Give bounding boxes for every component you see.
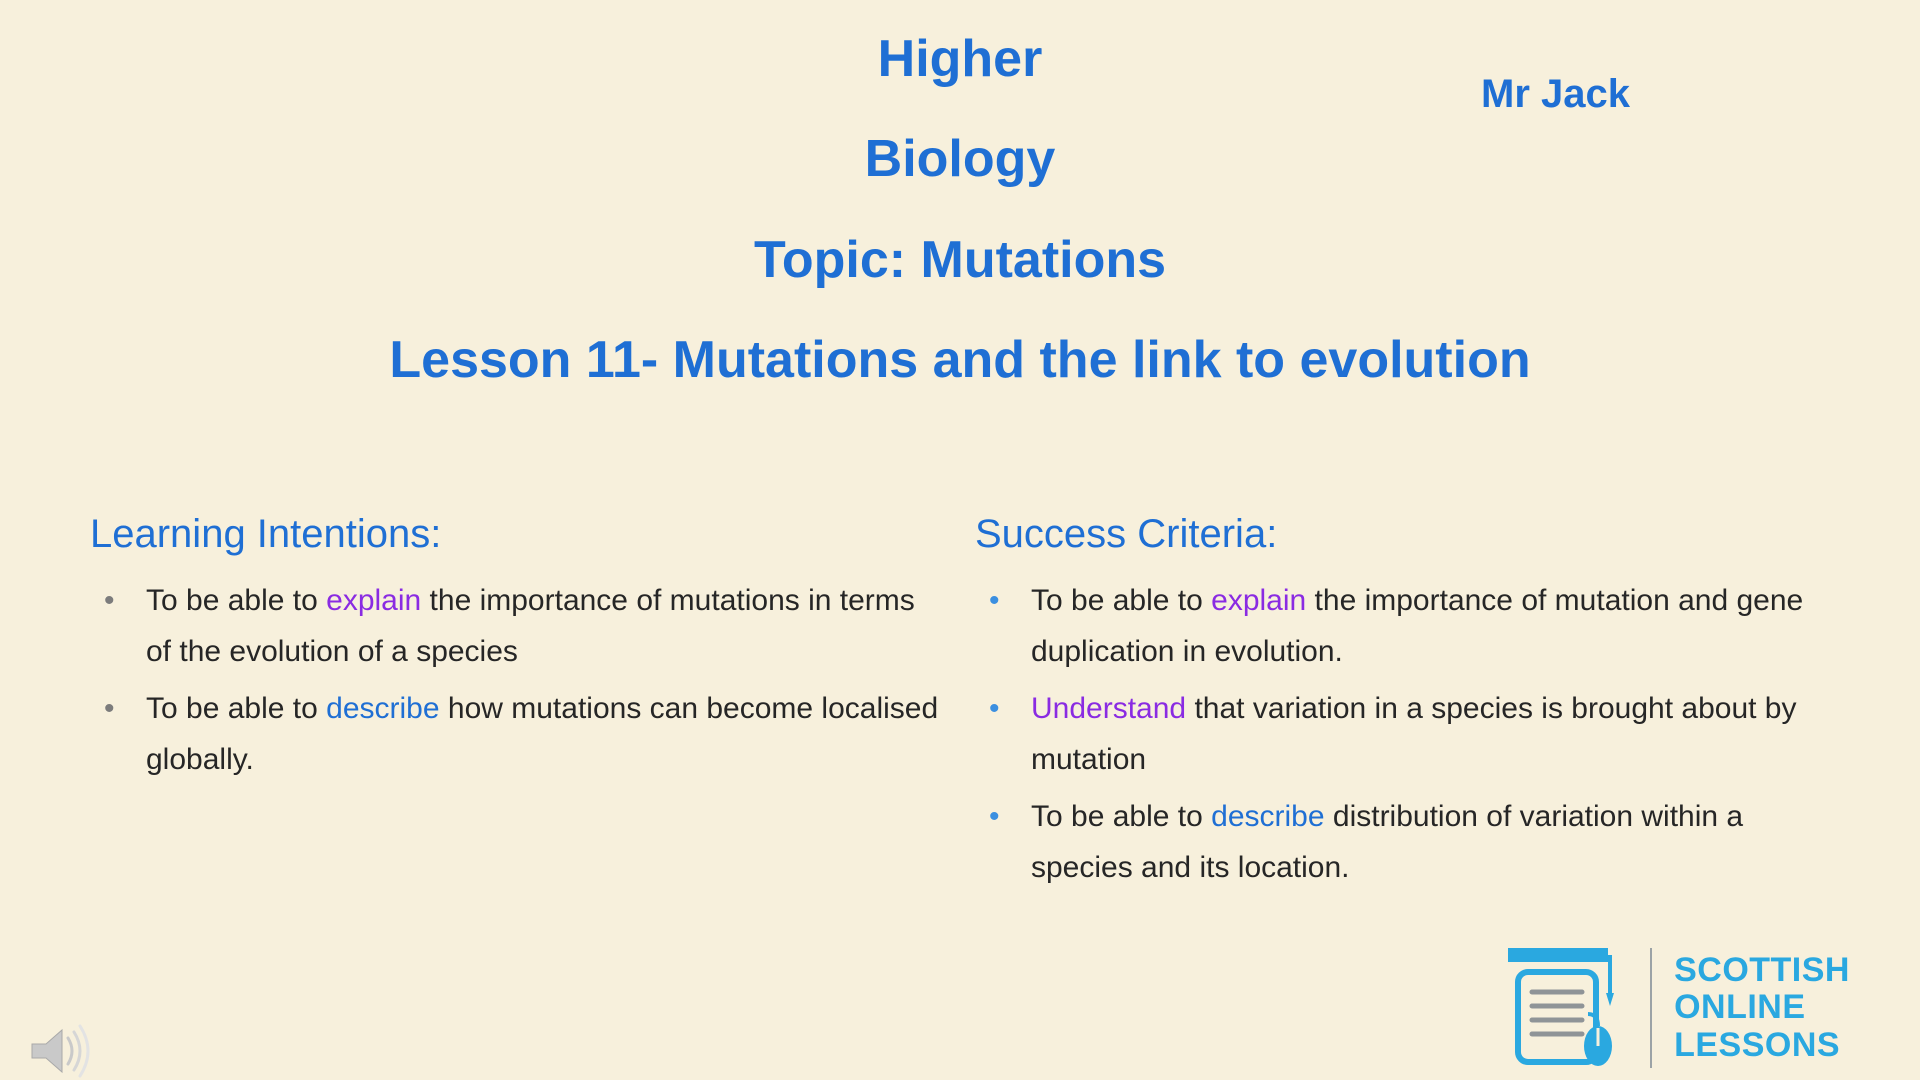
subject-heading: Biology: [0, 128, 1920, 190]
success-criteria-title: Success Criteria:: [975, 512, 1830, 557]
learning-intentions-column: Learning Intentions: To be able to expla…: [90, 512, 945, 899]
li-keyword: explain: [1211, 584, 1306, 617]
list-item: Understand that variation in a species i…: [975, 683, 1830, 785]
list-item: To be able to describe how mutations can…: [90, 683, 945, 785]
li-pre: To be able to: [1031, 800, 1211, 833]
document-mouse-icon: [1498, 948, 1628, 1068]
li-keyword: explain: [326, 584, 421, 617]
logo-line2: ONLINE: [1674, 989, 1850, 1026]
logo-text: SCOTTISH ONLINE LESSONS: [1674, 952, 1850, 1064]
lesson-heading: Lesson 11- Mutations and the link to evo…: [0, 329, 1920, 391]
list-item: To be able to explain the importance of …: [975, 575, 1830, 677]
logo: SCOTTISH ONLINE LESSONS: [1498, 948, 1850, 1068]
learning-intentions-title: Learning Intentions:: [90, 512, 945, 557]
logo-separator: [1650, 948, 1652, 1068]
speaker-icon: [22, 1016, 92, 1080]
li-keyword: Understand: [1031, 692, 1186, 725]
logo-line3: LESSONS: [1674, 1027, 1850, 1064]
li-pre: To be able to: [146, 584, 326, 617]
logo-line1: SCOTTISH: [1674, 952, 1850, 989]
list-item: To be able to describe distribution of v…: [975, 791, 1830, 893]
success-criteria-column: Success Criteria: To be able to explain …: [975, 512, 1830, 899]
li-keyword: describe: [326, 692, 439, 725]
li-pre: To be able to: [146, 692, 326, 725]
content-columns: Learning Intentions: To be able to expla…: [0, 512, 1920, 899]
list-item: To be able to explain the importance of …: [90, 575, 945, 677]
topic-heading: Topic: Mutations: [0, 229, 1920, 291]
success-criteria-list: To be able to explain the importance of …: [975, 575, 1830, 893]
li-keyword: describe: [1211, 800, 1324, 833]
learning-intentions-list: To be able to explain the importance of …: [90, 575, 945, 785]
teacher-name: Mr Jack: [1481, 72, 1630, 117]
li-pre: To be able to: [1031, 584, 1211, 617]
course-heading: Higher: [0, 28, 1920, 90]
